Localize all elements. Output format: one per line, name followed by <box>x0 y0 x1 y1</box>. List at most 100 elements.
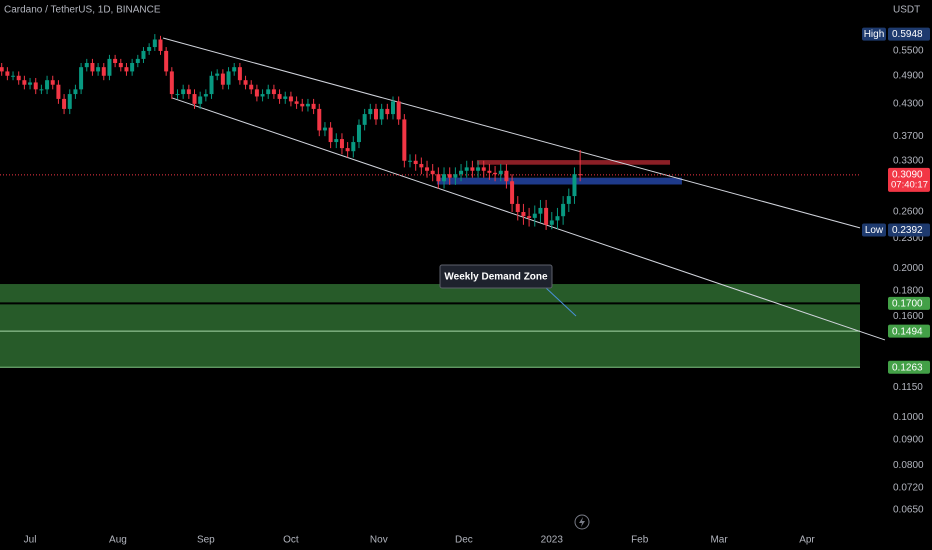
candle-body <box>339 139 344 149</box>
candle-body <box>464 167 469 171</box>
candle-body <box>215 73 220 76</box>
candle-body <box>487 170 492 173</box>
candle-body <box>322 127 327 131</box>
candle-body <box>356 124 361 143</box>
candle-body <box>249 84 254 90</box>
trendline <box>171 97 886 341</box>
y-tick-label: 0.0720 <box>893 483 924 494</box>
last-price-badge-bg <box>888 167 930 192</box>
y-tick-label: 0.0900 <box>893 435 924 446</box>
marker-tag-bg <box>862 223 886 237</box>
y-tick-label: 0.1150 <box>893 382 923 393</box>
candle-body <box>425 167 430 171</box>
zone <box>476 160 671 165</box>
y-tick-label: 0.2000 <box>893 263 924 274</box>
candle-body <box>158 39 163 51</box>
candle-body <box>453 174 458 178</box>
chart-title: Cardano / TetherUS, 1D, BINANCE <box>4 5 161 16</box>
candle-body <box>527 216 532 218</box>
candle-body <box>186 89 191 95</box>
x-tick-label: Jul <box>24 535 37 546</box>
candle-body <box>101 67 106 76</box>
y-tick-label: 0.1800 <box>893 286 924 297</box>
candle-body <box>430 170 435 175</box>
candle-body <box>385 108 390 115</box>
marker-tag: Low <box>865 225 884 236</box>
icon <box>574 514 590 530</box>
y-tick-label: 0.0650 <box>893 505 924 516</box>
candle-body <box>311 103 316 109</box>
candle-body <box>28 82 33 85</box>
y-tick-label: 0.0800 <box>893 460 924 471</box>
candle-body <box>555 216 560 221</box>
candle-body <box>266 89 271 95</box>
candle-body <box>73 89 78 95</box>
candle-body <box>254 89 259 97</box>
marker-tag: High <box>864 29 885 40</box>
candle-body <box>5 71 10 76</box>
candle-body <box>79 67 84 90</box>
candle-body <box>521 212 526 217</box>
level-badge-bg <box>888 324 930 338</box>
candle-body <box>130 62 135 72</box>
candle-body <box>0 67 4 72</box>
x-tick-label: Sep <box>197 535 215 546</box>
callout-pointer <box>544 286 577 317</box>
candle-body <box>572 174 577 197</box>
candle-body <box>198 96 203 104</box>
candle-body <box>288 96 293 102</box>
x-tick-label: Feb <box>631 535 649 546</box>
candle-body <box>39 89 44 91</box>
level-badge: 0.1263 <box>892 362 923 373</box>
last-price-badge: 0.3090 <box>892 170 923 181</box>
candle-body <box>243 80 248 85</box>
candle-body <box>192 94 197 104</box>
candle-body <box>56 84 61 99</box>
y-tick-label: 0.1000 <box>893 412 924 423</box>
candle-body <box>305 103 310 107</box>
candle-body <box>351 142 356 152</box>
candle-body <box>147 47 152 51</box>
candle-body <box>481 167 486 171</box>
zone <box>436 177 682 185</box>
callout-text: Weekly Demand Zone <box>444 272 548 283</box>
countdown: 07:40:17 <box>891 179 928 190</box>
candle-body <box>226 71 231 85</box>
candle-body <box>107 58 112 76</box>
candle-body <box>334 139 339 143</box>
y-tick-label: 0.4900 <box>893 70 924 81</box>
candle-body <box>459 170 464 175</box>
demand-zone <box>0 284 860 368</box>
candle-body <box>84 62 89 68</box>
x-tick-label: 2023 <box>541 535 564 546</box>
x-tick-label: Oct <box>283 535 299 546</box>
candle-body <box>294 101 299 104</box>
candle-body <box>50 80 55 85</box>
candle-body <box>232 67 237 72</box>
candle-body <box>498 170 503 175</box>
candle-body <box>67 94 72 109</box>
candle-body <box>300 103 305 107</box>
candle-body <box>476 167 481 171</box>
candle-body <box>260 94 265 97</box>
candle-body <box>390 101 395 115</box>
x-tick-label: Mar <box>710 535 728 546</box>
candle-body <box>124 67 129 72</box>
currency: USDT <box>893 5 920 16</box>
candle-body <box>345 148 350 152</box>
candle-body <box>141 50 146 59</box>
candle-body <box>277 94 282 99</box>
candle-body <box>16 75 21 81</box>
level-badge: 0.1494 <box>892 326 923 337</box>
candle-body <box>538 207 543 214</box>
candle-body <box>578 174 583 176</box>
candle-body <box>408 160 413 162</box>
candle-body <box>419 164 424 168</box>
candle-body <box>515 203 520 213</box>
candle-body <box>328 127 333 143</box>
candle-body <box>96 67 101 72</box>
level-badge-bg <box>888 296 930 310</box>
candle-body <box>362 114 367 125</box>
candle-body <box>436 174 441 182</box>
